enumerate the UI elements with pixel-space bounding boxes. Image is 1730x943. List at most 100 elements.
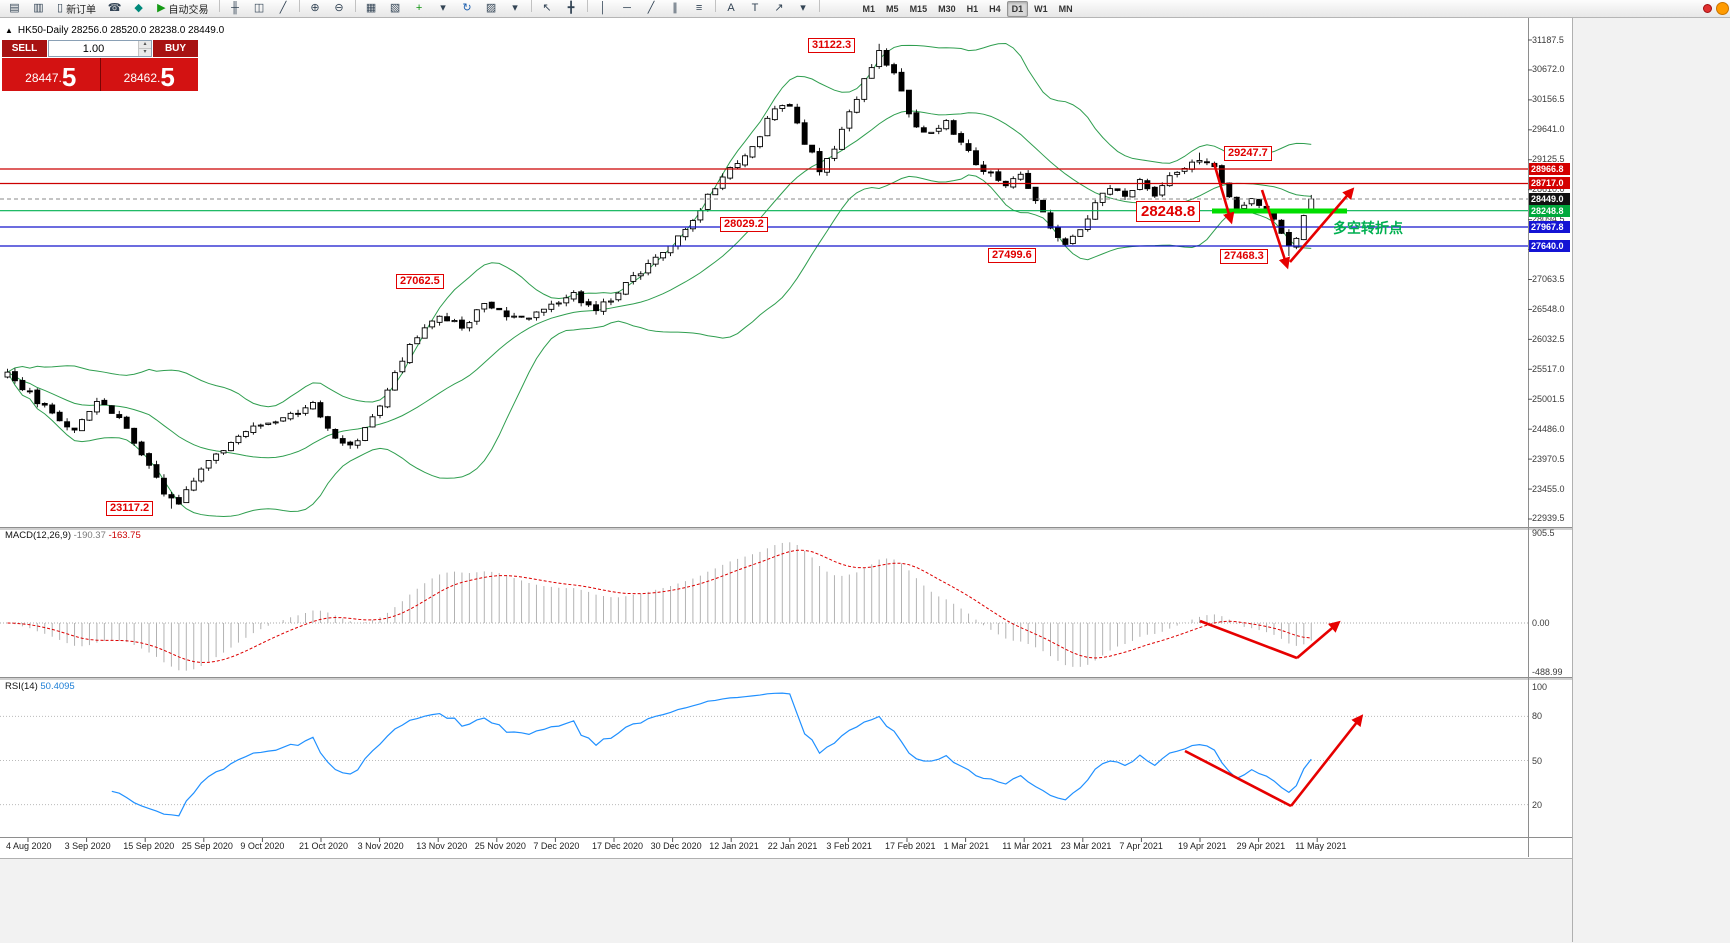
zoom-out-icon: ⊖	[334, 2, 343, 15]
ohlc-bars-button[interactable]: ╫	[224, 0, 247, 17]
toolbar-separator	[819, 0, 820, 12]
symbol-ohlc-text: HK50-Daily 28256.0 28520.0 28238.0 28449…	[18, 25, 224, 36]
zoom-in-button[interactable]: ⊕	[304, 0, 327, 17]
indicators-button[interactable]: +	[408, 0, 431, 17]
toolbar-separator	[299, 0, 300, 12]
zoom-in-icon: ⊕	[310, 2, 319, 15]
symbol-info-line: ▲ HK50-Daily 28256.0 28520.0 28238.0 284…	[5, 25, 224, 36]
rsi-value: 50.4095	[40, 681, 74, 692]
headset-icon: ☎	[108, 2, 122, 15]
support-button[interactable]: ☎	[103, 0, 126, 17]
panel-separator-macd[interactable]	[0, 527, 1572, 530]
channel-icon: ∥	[672, 2, 678, 15]
auto-trading-button-text: 自动交易	[169, 1, 209, 16]
arrow-tools-icon: ↗	[774, 2, 783, 15]
timeframe-mn-button[interactable]: MN	[1054, 1, 1078, 17]
play-icon: ▶	[157, 2, 165, 15]
buy-price-button[interactable]: 28462. 5	[101, 58, 199, 91]
timeframe-h4-button[interactable]: H4	[984, 1, 1006, 17]
toolbar-separator	[715, 0, 716, 12]
templates-button[interactable]: ▨	[480, 0, 503, 17]
crosshair-tool-button[interactable]: ╋	[560, 0, 583, 17]
toolbar-separator	[587, 0, 588, 12]
panel-separator-rsi[interactable]	[0, 677, 1572, 680]
sell-price-main: 28447.	[25, 69, 62, 87]
timeframe-w1-button[interactable]: W1	[1029, 1, 1053, 17]
candlestick-button[interactable]: ◫	[248, 0, 271, 17]
timeframe-m30-button[interactable]: M30	[933, 1, 961, 17]
timeframe-d1-button[interactable]: D1	[1007, 1, 1029, 17]
toolbar-right	[1703, 2, 1730, 15]
timeframe-m5-button[interactable]: M5	[881, 1, 904, 17]
time-axis[interactable]	[0, 838, 1528, 858]
refresh-button[interactable]: ↻	[456, 0, 479, 17]
new-chart-button[interactable]: ▤	[3, 0, 26, 17]
new-chart-icon: ▤	[9, 2, 19, 15]
cascade-windows-icon: ▧	[390, 2, 400, 15]
candlestick-chart-icon: ◫	[254, 2, 264, 15]
expert-advisors-button[interactable]: ◆	[127, 0, 150, 17]
fibonacci-tool[interactable]: ≡	[688, 0, 711, 17]
price-axis[interactable]	[1528, 16, 1572, 837]
zoom-out-button[interactable]: ⊖	[328, 0, 351, 17]
volume-down-button[interactable]: ▾	[139, 48, 151, 56]
templates-dropdown[interactable]: ▾	[504, 0, 527, 17]
volume-box: ▴ ▾	[48, 40, 152, 57]
sell-label[interactable]: SELL	[2, 40, 47, 57]
price-axis-line	[1528, 17, 1529, 857]
chevron-down-icon: ▾	[800, 2, 806, 15]
rsi-title: RSI(14)	[5, 681, 38, 692]
text-icon: A	[727, 2, 734, 15]
rsi-label: RSI(14) 50.4095	[5, 681, 75, 692]
arrow-tools[interactable]: ↗	[768, 0, 791, 17]
arrow-tools-dropdown[interactable]: ▾	[792, 0, 815, 17]
cursor-icon: ↖	[542, 2, 551, 15]
new-order-icon: ▯	[57, 2, 63, 15]
status-icon	[1703, 4, 1712, 13]
chevron-down-icon: ▾	[512, 2, 518, 15]
toolbar-separator	[219, 0, 220, 12]
timeframe-m1-button[interactable]: M1	[858, 1, 881, 17]
trendline-tool[interactable]: ╱	[640, 0, 663, 17]
buy-price-big-digit: 5	[160, 64, 174, 90]
sell-price-button[interactable]: 28447. 5	[2, 58, 100, 91]
new-order-button[interactable]: ▯新订单	[51, 0, 102, 17]
macd-label: MACD(12,26,9) -190.37 -163.75	[5, 530, 141, 541]
label-icon: T	[752, 2, 759, 15]
timeframe-m15-button[interactable]: M15	[905, 1, 933, 17]
volume-input[interactable]	[49, 41, 138, 56]
chart-window[interactable]	[0, 17, 1572, 858]
line-chart-button[interactable]: ╱	[272, 0, 295, 17]
chart-profile-icon: ▥	[33, 2, 43, 15]
buy-price-main: 28462.	[124, 69, 161, 87]
cascade-windows-button[interactable]: ▧	[384, 0, 407, 17]
bottom-empty-area	[0, 858, 1572, 943]
indicators-dropdown[interactable]: ▾	[432, 0, 455, 17]
horizontal-line-tool[interactable]: ─	[616, 0, 639, 17]
refresh-icon: ↻	[462, 2, 471, 15]
channel-tool[interactable]: ∥	[664, 0, 687, 17]
text-tool[interactable]: A	[720, 0, 743, 17]
text-label-tool[interactable]: T	[744, 0, 767, 17]
time-axis-line	[0, 837, 1572, 838]
macd-signal-value: -163.75	[109, 530, 141, 541]
cursor-tool-button[interactable]: ↖	[536, 0, 559, 17]
chart-profiles-button[interactable]: ▥	[27, 0, 50, 17]
vertical-line-tool[interactable]: │	[592, 0, 615, 17]
trendline-icon: ╱	[648, 2, 655, 15]
expert-advisor-icon: ◆	[134, 2, 142, 15]
collapse-widget-icon[interactable]: ▲	[5, 27, 13, 35]
sell-price-big-digit: 5	[62, 64, 76, 90]
tile-windows-button[interactable]: ▦	[360, 0, 383, 17]
toolbar-buttons: ▤ ▥ ▯新订单 ☎ ◆ ▶ 自动交易 ╫ ◫ ╱ ⊕ ⊖ ▦ ▧ + ▾ ↻ ▨ ▾ ↖ ╋ │─ ╱ ∥ ≡ A T ↗ ▾	[3, 0, 823, 17]
toolbar-separator	[531, 0, 532, 12]
auto-trading-button[interactable]: ▶ 自动交易	[151, 0, 214, 17]
volume-up-button[interactable]: ▴	[139, 41, 151, 48]
template-icon: ▨	[486, 2, 496, 15]
timeframe-h1-button[interactable]: H1	[962, 1, 984, 17]
buy-label[interactable]: BUY	[153, 40, 198, 57]
notification-icon[interactable]	[1716, 2, 1729, 15]
chevron-down-icon: ▾	[440, 2, 446, 15]
